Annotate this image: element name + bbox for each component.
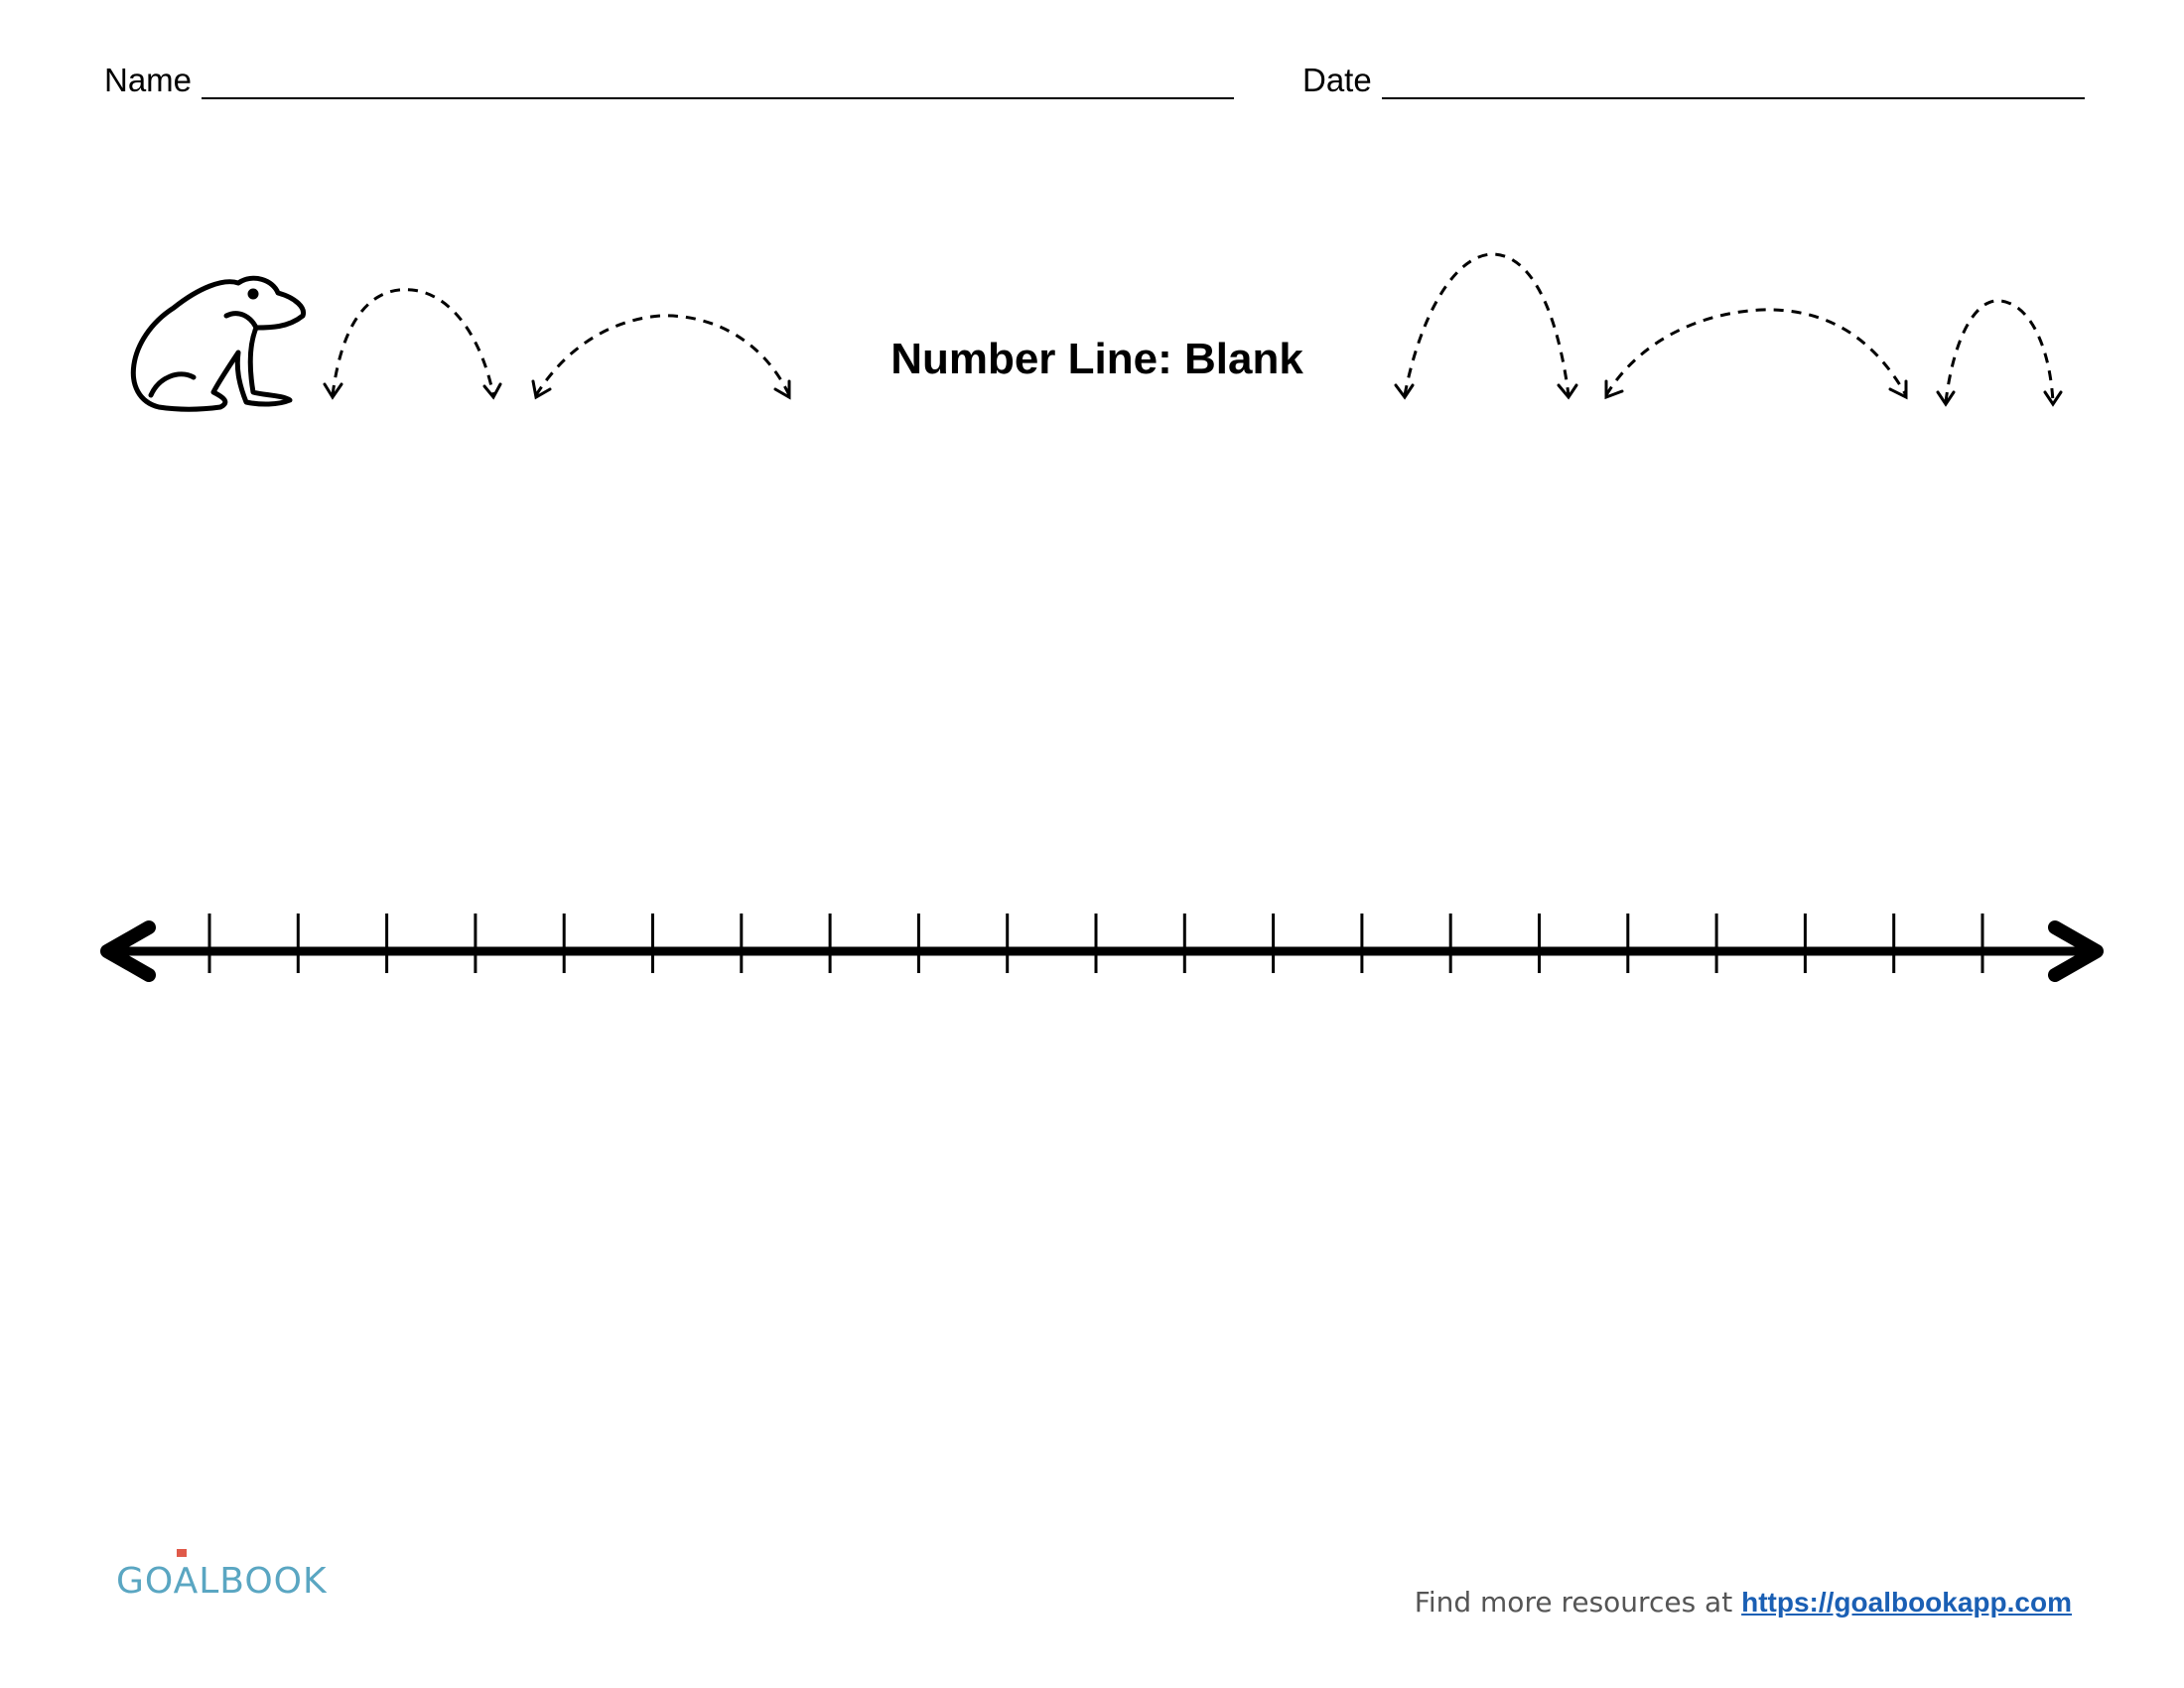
arrowheads	[323, 379, 2063, 407]
name-line[interactable]	[202, 68, 1235, 99]
frog-icon	[130, 275, 306, 412]
hop-arrow	[1944, 299, 2055, 403]
name-field[interactable]: Name	[104, 62, 1235, 99]
hop-arrow	[1604, 308, 1908, 396]
flag-icon	[177, 1549, 187, 1557]
resources-text: Find more resources at	[1414, 1586, 1733, 1618]
date-label: Date	[1302, 62, 1372, 98]
date-field[interactable]: Date	[1302, 62, 2085, 99]
number-line	[100, 914, 2104, 982]
name-label: Name	[104, 62, 193, 98]
page-title: Number Line: Blank	[890, 335, 1303, 383]
goalbook-logo: GOALBOOK	[116, 1549, 328, 1602]
hop-arrow	[534, 314, 791, 396]
goalbook-link[interactable]: https://goalbookapp.com	[1741, 1587, 2072, 1618]
hop-arrow	[1403, 252, 1570, 396]
hop-arrow	[331, 288, 495, 396]
date-line[interactable]	[1381, 68, 2085, 99]
left-arrowhead-icon	[100, 920, 156, 982]
logo-text: GOALBOOK	[116, 1561, 328, 1602]
hop-arrows	[331, 252, 2055, 403]
right-arrowhead-icon	[2048, 920, 2104, 982]
footer-resources: Find more resources at https://goalbooka…	[1415, 1586, 2072, 1618]
